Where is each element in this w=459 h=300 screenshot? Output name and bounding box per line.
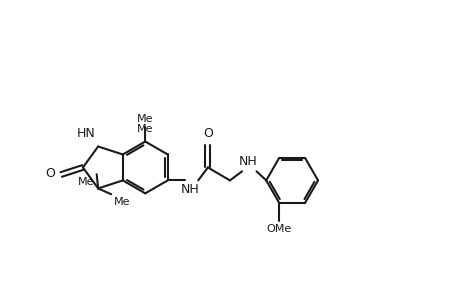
Text: Me: Me (78, 177, 94, 187)
Text: Me: Me (137, 114, 153, 124)
Text: O: O (202, 128, 213, 140)
Text: Me: Me (137, 124, 153, 134)
Text: OMe: OMe (266, 224, 291, 235)
Text: NH: NH (238, 155, 257, 168)
Text: O: O (45, 167, 55, 180)
Text: Me: Me (113, 197, 130, 207)
Text: NH: NH (180, 183, 199, 196)
Text: HN: HN (77, 128, 95, 140)
